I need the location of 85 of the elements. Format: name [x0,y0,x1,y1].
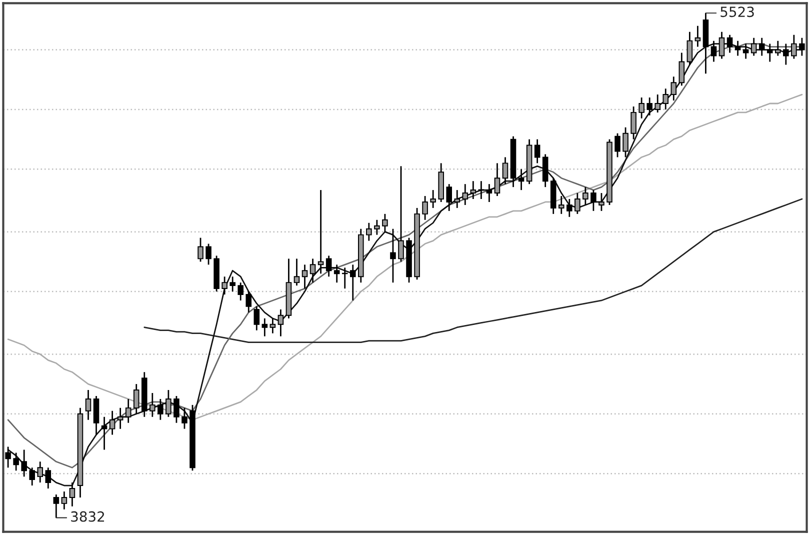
candlestick [534,138,540,164]
candlestick [366,222,372,242]
candlestick [598,192,604,212]
candlestick [518,168,524,191]
candlestick [646,96,652,116]
annotation: 5523 [720,6,754,18]
candlestick [422,195,428,221]
candlestick [150,392,156,418]
candlestick [542,154,548,188]
candlestick [230,276,236,292]
candlestick [622,126,628,158]
candlestick [174,395,180,424]
candlestick [101,416,108,450]
candlestick [454,189,460,209]
candlestick [53,494,60,518]
candlestick [630,106,636,140]
candlestick [21,449,27,478]
candlestick [61,490,68,510]
candlestick [206,243,212,266]
candlestick [726,34,733,54]
candlestick [37,460,44,484]
candlestick [158,398,164,421]
candlestick [662,88,669,110]
candlestick [69,482,76,508]
candlestick [93,395,100,436]
candlestick [638,96,644,120]
candlestick [350,264,356,302]
candlestick [13,452,19,472]
candlestick [166,389,172,418]
candlestick [654,94,660,114]
candlestick [109,410,116,436]
candlestick [678,52,685,86]
candlestick [182,407,188,430]
candlestick [326,255,332,278]
candlestick [758,37,765,56]
candlestick [582,186,588,206]
candlestick [222,276,228,296]
candlestick [783,43,789,66]
candlestick [446,183,452,212]
candlestick [430,189,436,209]
candlestick [799,37,805,56]
candlestick [310,258,316,284]
candlestick [398,165,404,262]
candlestick [750,37,757,56]
candlestick [302,264,308,290]
candlestick [270,318,276,334]
candlestick [45,466,52,490]
candlestick [670,76,677,102]
candlestick [254,306,260,332]
candlestick [470,180,476,200]
candlestick [246,290,252,314]
candlestick [766,43,773,62]
candlestick [614,132,620,158]
candlestick [694,25,701,48]
candlestick [502,156,508,185]
candlestick [294,258,300,286]
candlestick [775,40,781,56]
candlestick [734,40,741,56]
candlestick [133,383,140,415]
candlestick [494,162,500,197]
candlestick [590,189,596,212]
candlestick [117,407,124,430]
candlestick [29,466,35,486]
candlestick [462,183,468,206]
candlestick [5,446,11,468]
candlestick [718,31,725,60]
candlestick [710,40,717,62]
candlestick [262,318,268,337]
candlestick [382,213,388,233]
candlestick [238,282,244,302]
candlestick [558,195,564,215]
candlestick [125,398,132,424]
candlestick [566,198,572,218]
candlestick [791,34,797,60]
candlestick [278,308,284,337]
candlestick [318,189,324,274]
candlestick [198,237,204,262]
candlestick [334,264,340,284]
candlestick [574,192,580,215]
candlestick [374,219,380,236]
candlestick [390,228,396,284]
candlestick [486,183,492,203]
annotation: 3832 [71,511,104,522]
candlestick [686,31,693,66]
candlestick [85,389,92,421]
